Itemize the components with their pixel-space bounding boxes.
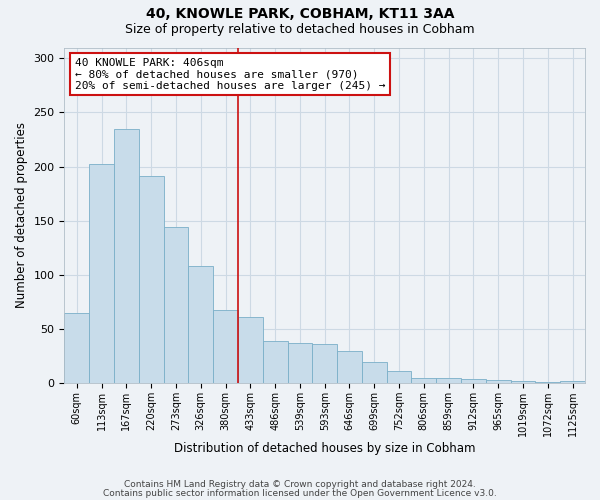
Text: Size of property relative to detached houses in Cobham: Size of property relative to detached ho… — [125, 22, 475, 36]
Bar — [114, 128, 139, 384]
Bar — [560, 381, 585, 384]
Bar — [412, 378, 436, 384]
Bar — [139, 176, 164, 384]
Bar — [337, 351, 362, 384]
Text: 40, KNOWLE PARK, COBHAM, KT11 3AA: 40, KNOWLE PARK, COBHAM, KT11 3AA — [146, 8, 454, 22]
Bar — [188, 266, 213, 384]
Text: 40 KNOWLE PARK: 406sqm
← 80% of detached houses are smaller (970)
20% of semi-de: 40 KNOWLE PARK: 406sqm ← 80% of detached… — [75, 58, 385, 91]
Bar — [213, 310, 238, 384]
Y-axis label: Number of detached properties: Number of detached properties — [15, 122, 28, 308]
Bar — [436, 378, 461, 384]
Bar — [64, 313, 89, 384]
Bar — [486, 380, 511, 384]
Bar — [287, 343, 313, 384]
Bar — [511, 381, 535, 384]
Bar — [263, 341, 287, 384]
Bar — [89, 164, 114, 384]
Text: Contains HM Land Registry data © Crown copyright and database right 2024.: Contains HM Land Registry data © Crown c… — [124, 480, 476, 489]
Bar — [386, 372, 412, 384]
Bar — [313, 344, 337, 384]
Bar — [238, 317, 263, 384]
Bar — [535, 382, 560, 384]
Text: Contains public sector information licensed under the Open Government Licence v3: Contains public sector information licen… — [103, 488, 497, 498]
Bar — [461, 379, 486, 384]
Bar — [362, 362, 386, 384]
Bar — [164, 228, 188, 384]
X-axis label: Distribution of detached houses by size in Cobham: Distribution of detached houses by size … — [174, 442, 475, 455]
